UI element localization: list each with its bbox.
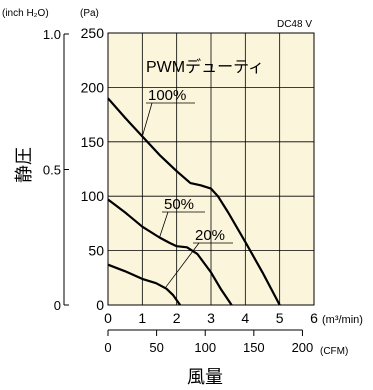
pa-tick-label: 200 [81,79,105,95]
series-layer: 100% 50%20% [107,87,281,306]
pa-tick-label: 150 [81,134,105,150]
inch-tick-label: 1.0 [43,27,61,42]
tick-layer: 0 50 100 150 200 250 0 0.5 1.0 0 1 2 3 4 5 6 0 50 100 150 20… [43,25,318,355]
series-label-100pct: 100% [148,87,186,104]
m3-unit-label: (m³/min) [322,314,363,326]
pa-tick-label: 250 [81,25,105,41]
pa-tick-label: 50 [88,243,104,259]
x-axis-title: 風量 [187,367,223,387]
cfm-unit-label: (CFM) [320,346,348,357]
m3-tick-label: 2 [173,310,181,326]
inch-tick-label: 0 [54,298,61,313]
cfm-tick-label: 100 [194,340,216,355]
pq-curve-50pct [107,198,233,306]
series-label-leader [141,102,153,137]
m3-tick-label: 6 [310,310,318,326]
m3-tick-label: 5 [276,310,284,326]
legend-title: PWMデューティ [146,57,264,76]
pq-curve-20pct [107,263,181,306]
pq-curve-100pct [107,97,281,306]
series-label-leader [159,211,169,238]
series-label-20pct: 20% [195,227,225,244]
cfm-tick-label: 200 [292,340,314,355]
m3-tick-label: 1 [138,310,146,326]
m3-tick-label: 0 [104,310,112,326]
cfm-tick-label: 0 [104,340,111,355]
y-axis-title: 静圧 [14,147,34,183]
inch-tick-label: 0.5 [43,162,61,177]
pa-unit-label: (Pa) [80,8,99,19]
pa-tick-label: 100 [81,188,105,204]
m3-tick-label: 4 [241,310,249,326]
grid-lines [108,33,314,305]
m3-tick-label: 3 [207,310,215,326]
cfm-tick-label: 150 [243,340,265,355]
series-label-50pct: 50% [164,196,194,213]
cfm-tick-label: 50 [149,340,163,355]
pa-tick-label: 0 [96,297,104,313]
series-label-leader [164,242,200,289]
inch-h2o-unit-label: (inch H₂O) [2,8,49,19]
model-label: DC48 V [277,19,312,30]
